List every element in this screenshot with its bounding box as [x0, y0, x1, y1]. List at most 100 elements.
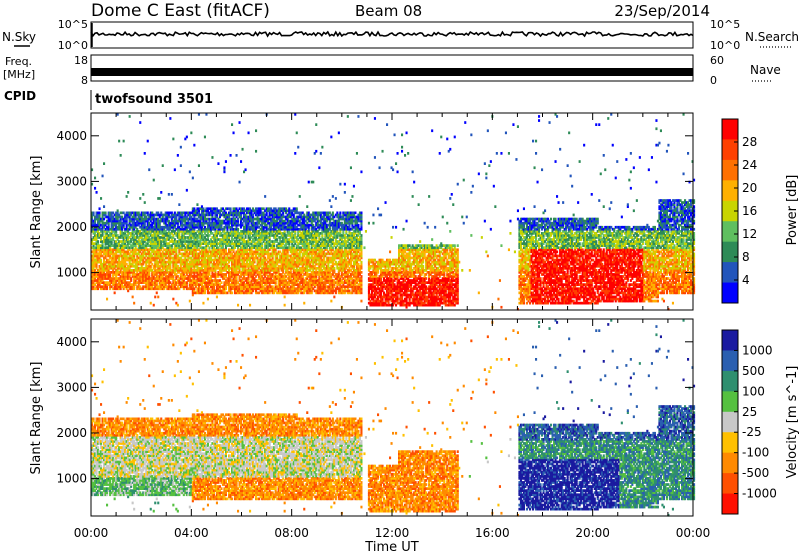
- power-cell: [164, 244, 167, 247]
- power-cell: [103, 238, 106, 241]
- power-cell: [100, 217, 103, 221]
- power-cell: [202, 277, 205, 280]
- power-cell: [169, 221, 172, 225]
- power-cell: [217, 287, 220, 291]
- power-cell: [188, 252, 191, 256]
- power-cell: [166, 225, 169, 229]
- power-cell: [167, 246, 170, 250]
- power-cell: [98, 217, 101, 221]
- power-cell: [104, 242, 107, 245]
- power-cell: [217, 275, 220, 278]
- power-cell: [97, 256, 100, 260]
- power-cell: [202, 213, 205, 217]
- power-cell: [131, 260, 134, 264]
- power-cell: [167, 254, 170, 258]
- power-cell: [187, 258, 190, 262]
- power-cell: [104, 281, 107, 284]
- power-cell: [212, 269, 215, 272]
- power-cell: [119, 269, 122, 272]
- power-cell: [209, 281, 212, 284]
- power-cell: [118, 279, 121, 282]
- power-cell: [175, 242, 178, 245]
- power-cell: [167, 258, 170, 262]
- power-cell: [100, 236, 103, 239]
- power-cell: [203, 232, 206, 235]
- power-cell: [134, 240, 137, 243]
- power-cell: [145, 244, 148, 247]
- power-cell: [208, 248, 211, 252]
- power-cell: [203, 271, 206, 274]
- power-cell: [91, 168, 94, 172]
- power-cell: [194, 225, 197, 229]
- power-cell: [139, 281, 142, 284]
- power-cell: [139, 258, 142, 262]
- power-cell: [211, 281, 214, 284]
- power-cell: [116, 217, 119, 221]
- power-cell: [160, 279, 163, 282]
- power-cell: [157, 234, 160, 237]
- power-cell: [221, 207, 224, 211]
- power-cell: [176, 221, 179, 225]
- power-cell: [209, 238, 212, 241]
- power-cell: [155, 219, 158, 223]
- power-cell: [100, 287, 103, 291]
- power-cell: [208, 258, 211, 262]
- power-cell: [163, 285, 166, 289]
- power-cell: [228, 271, 231, 274]
- power-cell: [91, 221, 94, 225]
- power-cell: [163, 240, 166, 243]
- power-cell: [199, 244, 202, 247]
- power-cell: [154, 295, 157, 299]
- power-cell: [128, 260, 131, 264]
- power-cell: [181, 225, 184, 229]
- power-cell: [212, 223, 215, 227]
- power-cell: [229, 273, 232, 276]
- power-cell: [203, 266, 206, 270]
- power-cell: [128, 223, 131, 227]
- power-cell: [106, 248, 109, 252]
- power-cell: [124, 260, 127, 264]
- power-cell: [128, 232, 131, 235]
- power-cell: [228, 252, 231, 256]
- power-cell: [224, 260, 227, 264]
- power-cell: [110, 232, 113, 235]
- power-cell: [194, 232, 197, 235]
- power-cell: [146, 211, 149, 215]
- power-cell: [166, 242, 169, 245]
- power-cell: [176, 154, 179, 157]
- power-cell: [173, 258, 176, 262]
- power-cell: [208, 225, 211, 229]
- power-cell: [94, 277, 97, 280]
- power-cell: [200, 217, 203, 221]
- power-cell: [191, 227, 194, 231]
- power-cell: [228, 264, 231, 268]
- power-cell: [218, 234, 221, 237]
- power-cell: [196, 260, 199, 264]
- power-cell: [211, 252, 214, 256]
- power-cell: [136, 264, 139, 268]
- power-cell: [187, 232, 190, 235]
- power-cell: [160, 269, 163, 272]
- power-cell: [124, 242, 127, 245]
- power-cell: [124, 230, 127, 233]
- power-cell: [303, 301, 306, 305]
- power-cell: [116, 262, 119, 266]
- power-cell: [175, 264, 178, 268]
- power-cell: [155, 291, 158, 295]
- power-cell: [112, 215, 115, 219]
- power-cell: [185, 262, 188, 266]
- power-cell: [106, 273, 109, 276]
- power-cell: [205, 248, 208, 252]
- power-cell: [190, 240, 193, 243]
- power-cell: [158, 240, 161, 243]
- power-cell: [167, 279, 170, 282]
- power-cell: [157, 254, 160, 258]
- power-cell: [160, 264, 163, 268]
- power-cell: [228, 289, 231, 293]
- power-cell: [202, 215, 205, 219]
- power-cell: [173, 269, 176, 272]
- power-cell: [193, 279, 196, 282]
- power-cell: [200, 213, 203, 217]
- power-cell: [196, 279, 199, 282]
- power-cell: [104, 266, 107, 270]
